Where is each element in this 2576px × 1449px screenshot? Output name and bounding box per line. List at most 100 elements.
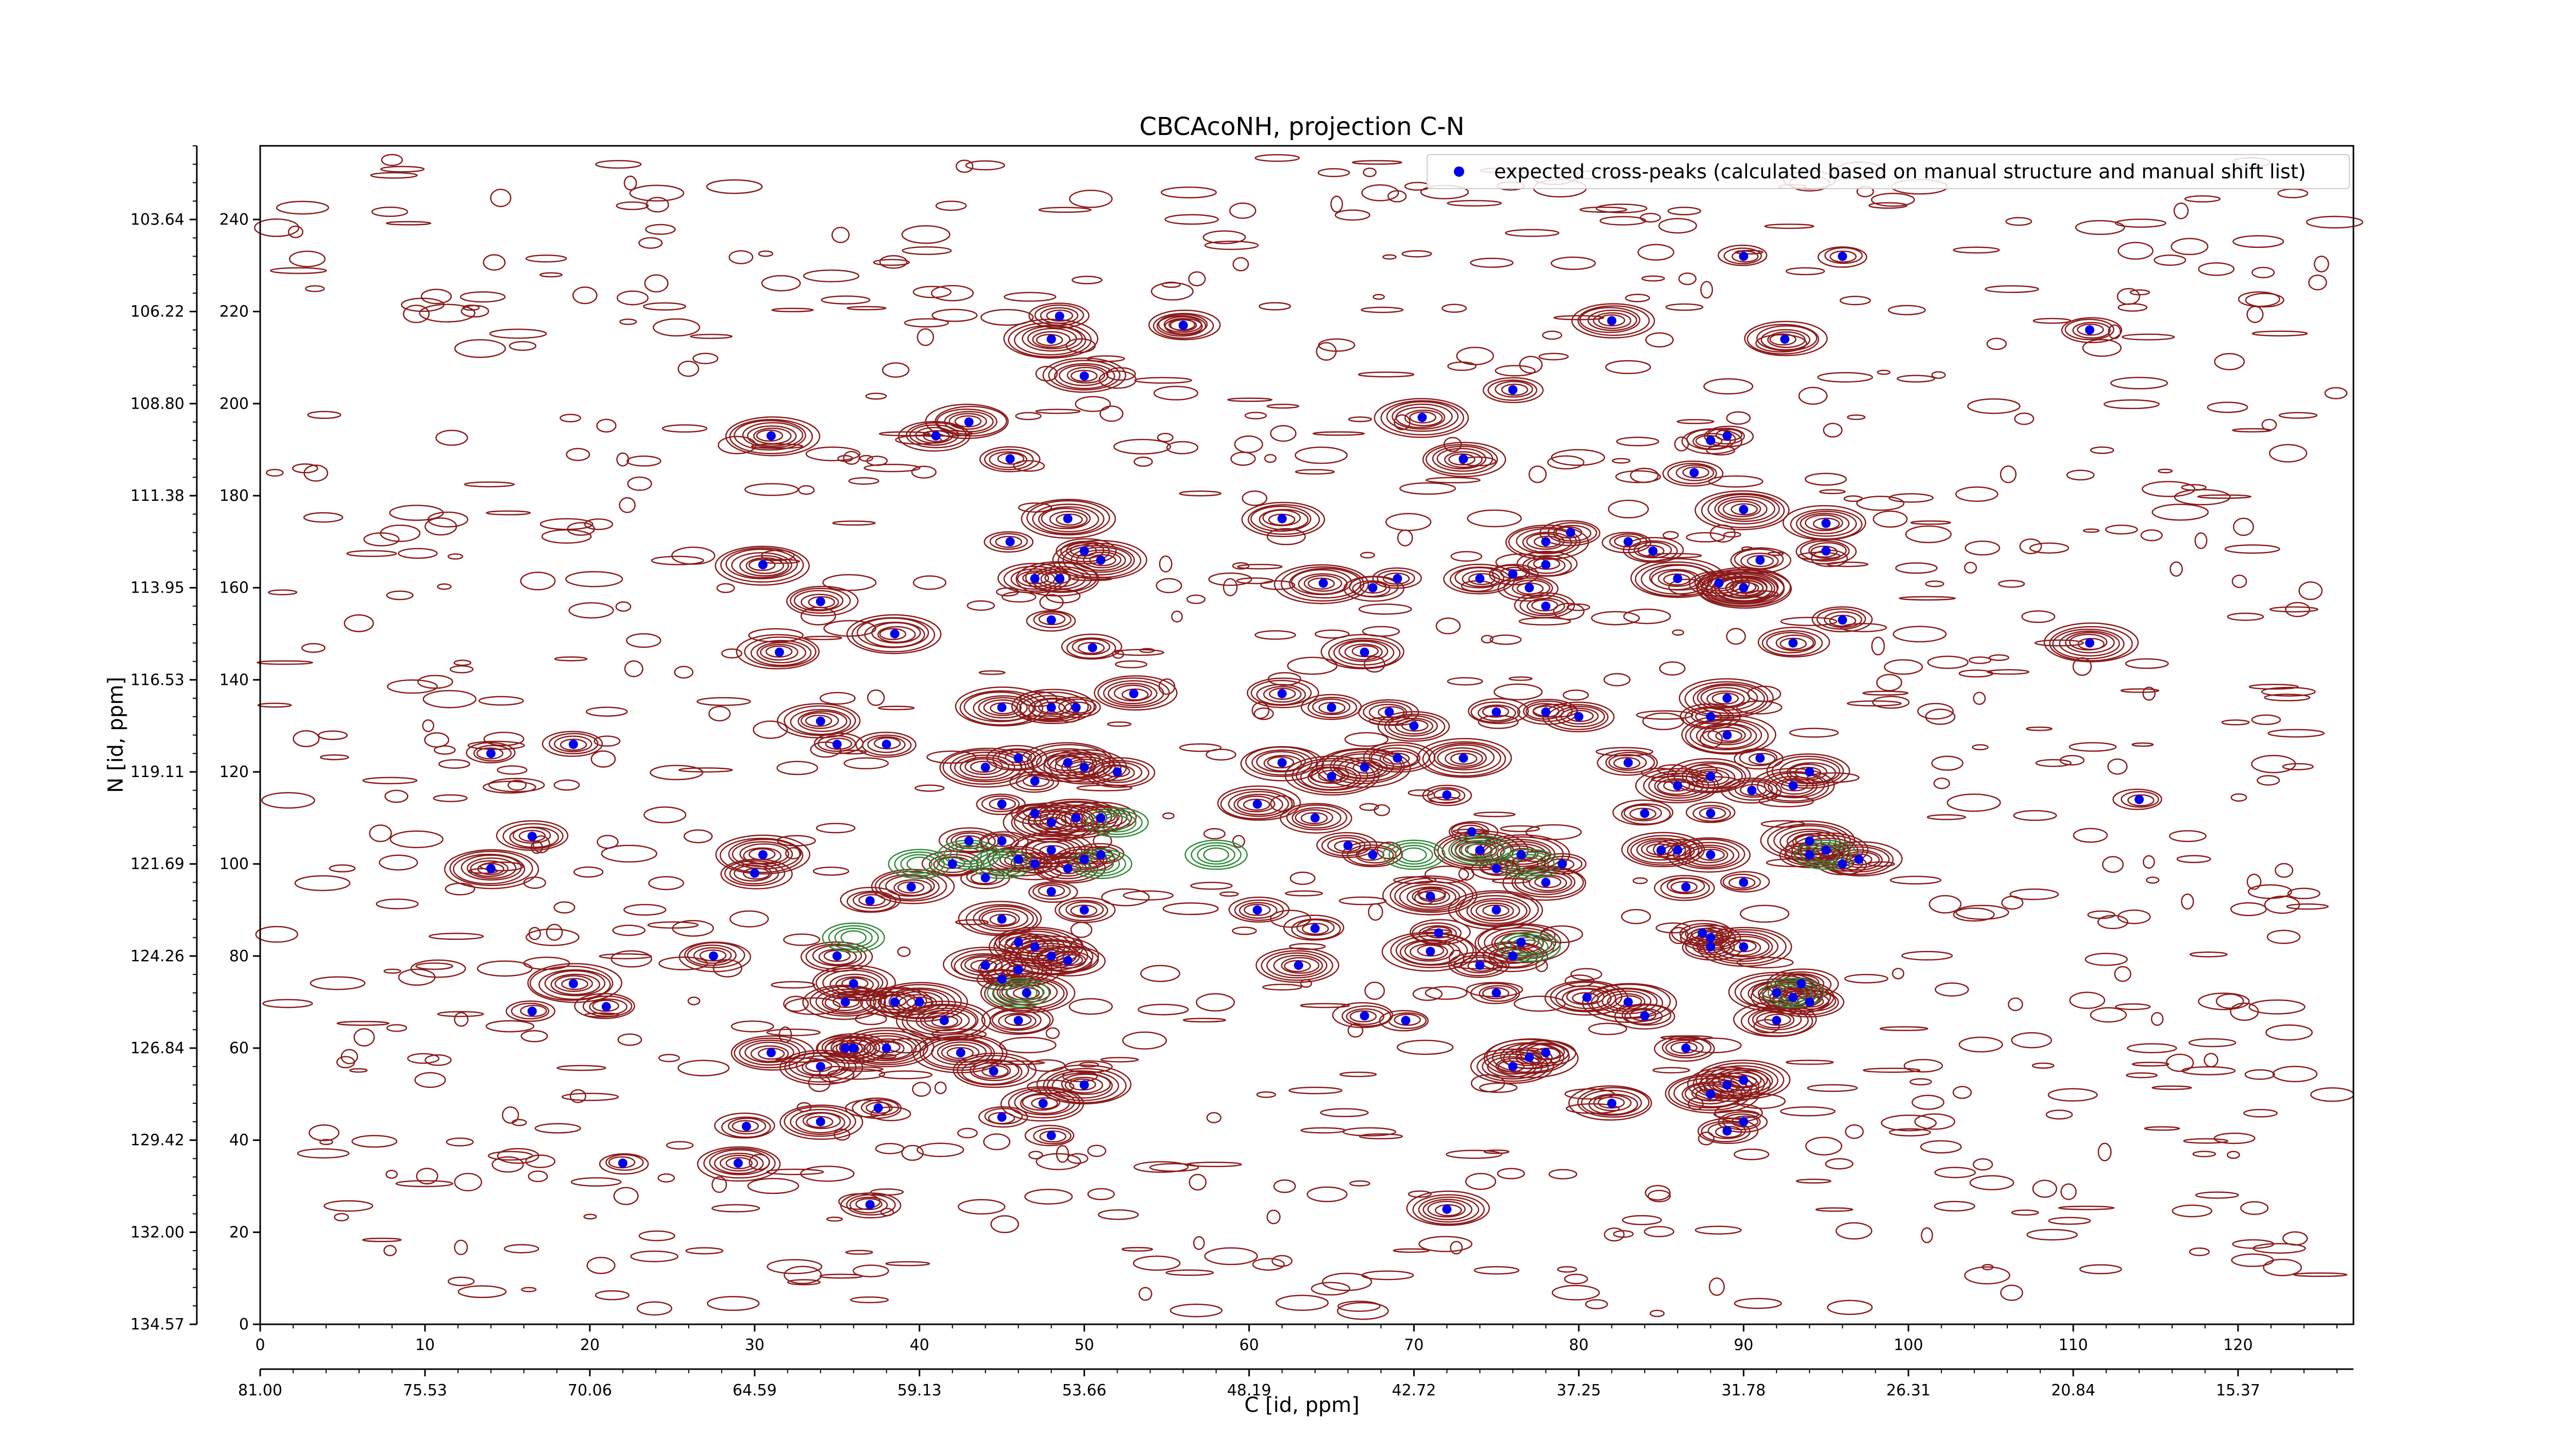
noise-contour (1182, 1018, 1226, 1023)
noise-contour (398, 548, 438, 559)
peak-contour (936, 408, 997, 435)
peak-contour (1722, 873, 1761, 890)
noise-contour (1972, 1158, 1993, 1171)
noise-contour (678, 767, 733, 773)
peak-contour (2072, 322, 2111, 339)
peak-contour (1794, 766, 1822, 779)
noise-contour (1815, 1207, 1854, 1212)
noise-contour (1548, 1169, 1578, 1180)
noise-contour (601, 845, 657, 863)
noise-contour (2207, 401, 2248, 413)
peak-contour (1016, 692, 1089, 722)
noise-contour (623, 175, 637, 191)
noise-contour (566, 448, 590, 461)
peak-contour (750, 1045, 789, 1063)
noise-contour (2048, 1217, 2091, 1225)
peak-contour (801, 594, 839, 611)
noise-contour (2011, 1209, 2039, 1216)
peak-contour (1056, 954, 1083, 966)
peak-contour (1377, 711, 1450, 742)
noise-contour (2264, 694, 2311, 702)
noise-contour (1393, 1248, 1430, 1253)
peak-contour (1723, 1071, 1762, 1089)
noise-contour (1256, 1091, 1276, 1098)
peak-contour (1341, 1005, 1392, 1027)
y-ppm-tick-label: 116.53 (130, 671, 184, 689)
noise-contour (410, 959, 466, 978)
negative-contour (1388, 842, 1439, 868)
noise-contour (1262, 984, 1302, 991)
peak-contour (1470, 983, 1520, 1004)
noise-contour (483, 732, 524, 746)
expected-cross-peak-marker (1294, 961, 1303, 970)
plot-area (254, 154, 2364, 1320)
expected-cross-peak-marker (1096, 555, 1106, 565)
noise-contour (453, 660, 471, 666)
peak-contour (824, 994, 863, 1012)
peak-contour (1764, 1014, 1791, 1026)
noise-contour (1892, 626, 1947, 643)
noise-contour (1789, 728, 1839, 738)
x-index-tick-label: 70 (1404, 1336, 1423, 1354)
expected-cross-peak-marker (1541, 878, 1551, 887)
peak-contour (1303, 575, 1343, 592)
peak-contour (1300, 812, 1328, 824)
peak-contour (476, 747, 504, 760)
noise-contour (2114, 218, 2166, 228)
peak-contour (1700, 1062, 1785, 1098)
noise-contour (1862, 690, 1909, 696)
noise-contour (785, 847, 802, 860)
peak-contour (527, 963, 622, 1003)
noise-contour (1599, 216, 1647, 226)
expected-cross-peak-marker (1805, 767, 1815, 777)
expected-cross-peak-marker (956, 1048, 965, 1057)
peak-contour (978, 907, 1029, 930)
peak-contour (715, 546, 810, 586)
peak-contour (1685, 801, 1736, 823)
noise-contour (1447, 677, 1483, 686)
expected-cross-peak-marker (849, 979, 858, 988)
noise-contour (1825, 1158, 1854, 1170)
peak-contour (1731, 250, 1759, 263)
peak-contour (1448, 890, 1544, 930)
peak-contour (1670, 1041, 1698, 1054)
peak-contour (1394, 881, 1467, 912)
noise-contour (567, 522, 596, 536)
noise-contour (1804, 473, 1847, 486)
noise-contour (2059, 755, 2085, 766)
noise-contour (1114, 660, 1148, 668)
y-ppm-tick-label: 103.64 (130, 211, 184, 229)
peak-contour (1042, 357, 1126, 393)
peak-contour (1630, 837, 1691, 864)
peak-contour (732, 1120, 759, 1133)
expected-cross-peak-marker (2085, 638, 2095, 648)
noise-contour (685, 1247, 724, 1255)
expected-cross-peak-marker (1508, 385, 1518, 395)
peak-contour (1810, 545, 1838, 558)
noise-contour (1703, 378, 1754, 395)
peak-contour (1263, 686, 1302, 703)
x-index-tick-label: 30 (745, 1336, 765, 1354)
noise-contour (2243, 1108, 2278, 1118)
noise-contour (595, 1290, 630, 1301)
noise-contour (1895, 562, 1938, 574)
noise-contour (2230, 793, 2247, 802)
noise-contour (2171, 238, 2209, 256)
noise-contour (2047, 1088, 2098, 1102)
noise-contour (488, 778, 545, 793)
peak-contour (1816, 608, 1867, 630)
noise-contour (553, 779, 580, 791)
peak-contour (1689, 719, 1762, 751)
noise-contour (594, 735, 621, 747)
noise-contour (1275, 1294, 1329, 1311)
expected-cross-peak-marker (486, 749, 496, 759)
noise-contour (2195, 1191, 2239, 1199)
noise-contour (1615, 470, 1661, 483)
peak-contour (1250, 680, 1312, 706)
noise-contour (638, 1230, 675, 1241)
noise-contour (2275, 863, 2294, 878)
noise-contour (520, 1030, 548, 1042)
expected-cross-peak-marker (1706, 808, 1716, 818)
peak-contour (1654, 874, 1715, 901)
expected-cross-peak-marker (1772, 988, 1782, 998)
